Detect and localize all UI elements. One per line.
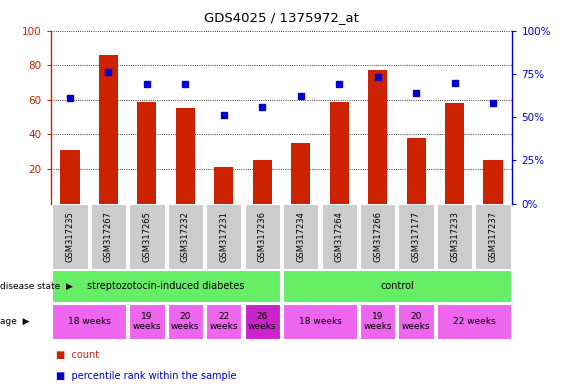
Text: disease state  ▶: disease state ▶ [0,281,73,291]
Text: 19
weeks: 19 weeks [364,312,392,331]
Text: GSM317232: GSM317232 [181,211,190,262]
Bar [99,55,118,204]
Bar [291,143,310,204]
Text: 26
weeks: 26 weeks [248,312,276,331]
Bar [60,150,79,204]
Bar [437,204,472,269]
Text: 20
weeks: 20 weeks [402,312,430,331]
Bar [368,70,387,204]
Text: GSM317177: GSM317177 [412,211,421,262]
Bar [283,270,511,302]
Text: control: control [380,281,414,291]
Bar [91,204,126,269]
Bar [283,305,357,339]
Text: ■  percentile rank within the sample: ■ percentile rank within the sample [56,371,237,381]
Bar [484,161,503,204]
Text: GSM317237: GSM317237 [489,211,498,262]
Text: ■  count: ■ count [56,350,100,360]
Bar [406,138,426,204]
Text: 19
weeks: 19 weeks [133,312,161,331]
Bar [52,204,88,269]
Text: GSM317236: GSM317236 [258,211,267,262]
Bar [244,204,280,269]
Bar [52,305,126,339]
Text: streptozotocin-induced diabetes: streptozotocin-induced diabetes [87,281,245,291]
Bar [176,109,195,204]
Bar [329,101,349,204]
Text: GSM317231: GSM317231 [220,211,228,262]
Bar [129,305,164,339]
Bar [129,204,164,269]
Text: GSM317233: GSM317233 [450,211,459,262]
Bar [445,103,464,204]
Text: GSM317264: GSM317264 [335,211,343,262]
Bar [360,204,395,269]
Bar [399,204,434,269]
Bar [437,305,511,339]
Bar [206,204,242,269]
Bar [206,305,242,339]
Bar [168,305,203,339]
Bar [52,270,280,302]
Bar [137,101,157,204]
Text: GSM317267: GSM317267 [104,211,113,262]
Text: GSM317266: GSM317266 [373,211,382,262]
Text: 20
weeks: 20 weeks [171,312,199,331]
Text: GSM317235: GSM317235 [65,211,74,262]
Text: GSM317234: GSM317234 [296,211,305,262]
Bar [253,161,272,204]
Bar [283,204,319,269]
Bar [475,204,511,269]
Text: GDS4025 / 1375972_at: GDS4025 / 1375972_at [204,12,359,25]
Bar [360,305,395,339]
Text: GSM317265: GSM317265 [142,211,151,262]
Text: 18 weeks: 18 weeks [68,317,110,326]
Text: age  ▶: age ▶ [0,317,29,326]
Text: 18 weeks: 18 weeks [298,317,341,326]
Bar [244,305,280,339]
Bar [321,204,357,269]
Text: 22
weeks: 22 weeks [209,312,238,331]
Bar [168,204,203,269]
Bar [399,305,434,339]
Text: 22 weeks: 22 weeks [453,317,495,326]
Bar [214,167,234,204]
